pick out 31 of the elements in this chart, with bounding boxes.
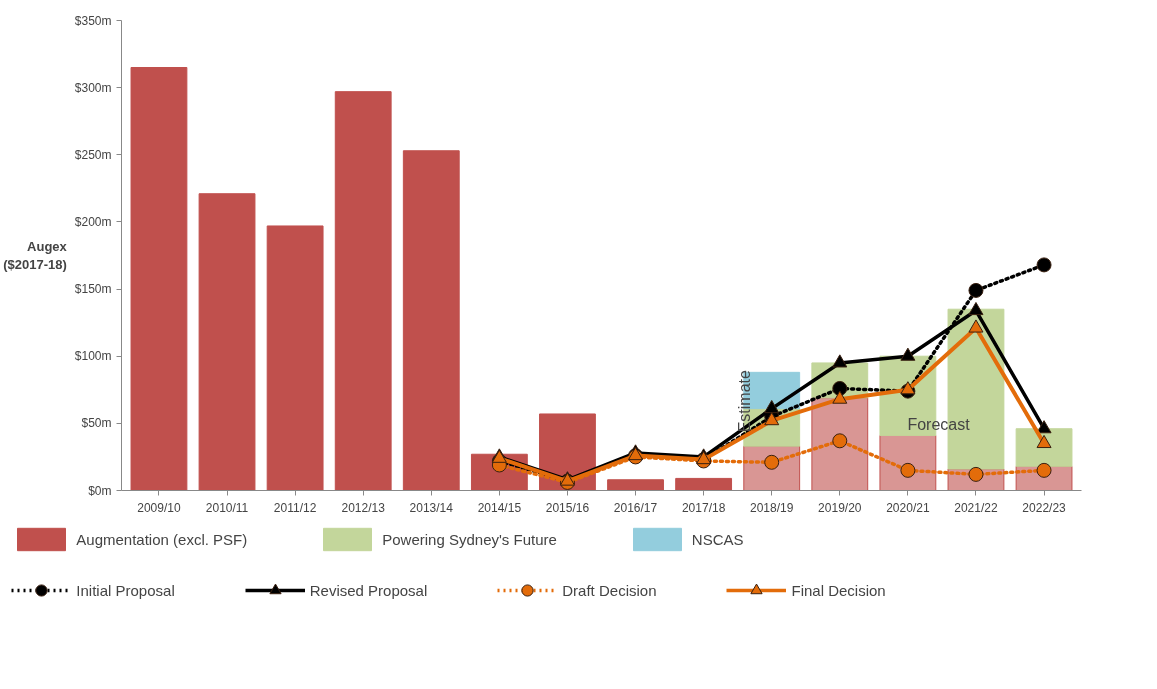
y-axis-title: Augex ($2017-18) — [3, 239, 68, 272]
x-tick-label: 2010/11 — [205, 500, 249, 515]
y-tick-label: $100m — [74, 349, 112, 364]
x-tick-label: 2020/21 — [886, 500, 930, 515]
legend-label: Draft Decision — [562, 581, 657, 599]
x-tick-label: 2019/20 — [818, 500, 862, 515]
x-tick-label: 2018/19 — [750, 500, 794, 515]
legend-label: Powering Sydney's Future — [382, 530, 557, 548]
y-tick-label: $200m — [74, 214, 112, 229]
y-tick-label: $300m — [74, 80, 112, 95]
y-tick-label: $150m — [74, 282, 112, 297]
x-tick-label: 2017/18 — [681, 500, 726, 515]
x-tick-label: 2009/10 — [137, 500, 181, 515]
x-tick-label: 2022/23 — [1022, 500, 1067, 515]
x-tick-label: 2015/16 — [545, 500, 590, 515]
y-tick-label: $50m — [81, 416, 112, 431]
y-tick-label: $350m — [74, 13, 112, 28]
y-tick-label: $0m — [88, 483, 112, 498]
legend-label: NSCAS — [691, 530, 744, 548]
annotation: Estimate — [735, 369, 753, 433]
x-tick-label: 2012/13 — [341, 500, 386, 515]
x-tick-label: 2021/22 — [954, 500, 998, 515]
x-tick-label: 2013/14 — [409, 500, 454, 515]
legend-label: Revised Proposal — [309, 581, 428, 599]
x-tick-label: 2016/17 — [613, 500, 658, 515]
legend-label: Final Decision — [791, 581, 886, 599]
y-tick-label: $250m — [74, 147, 112, 162]
legend-label: Initial Proposal — [76, 581, 175, 599]
x-tick-label: 2014/15 — [477, 500, 522, 515]
x-tick-label: 2011/12 — [273, 500, 317, 515]
legend-label: Augmentation (excl. PSF) — [76, 530, 248, 548]
